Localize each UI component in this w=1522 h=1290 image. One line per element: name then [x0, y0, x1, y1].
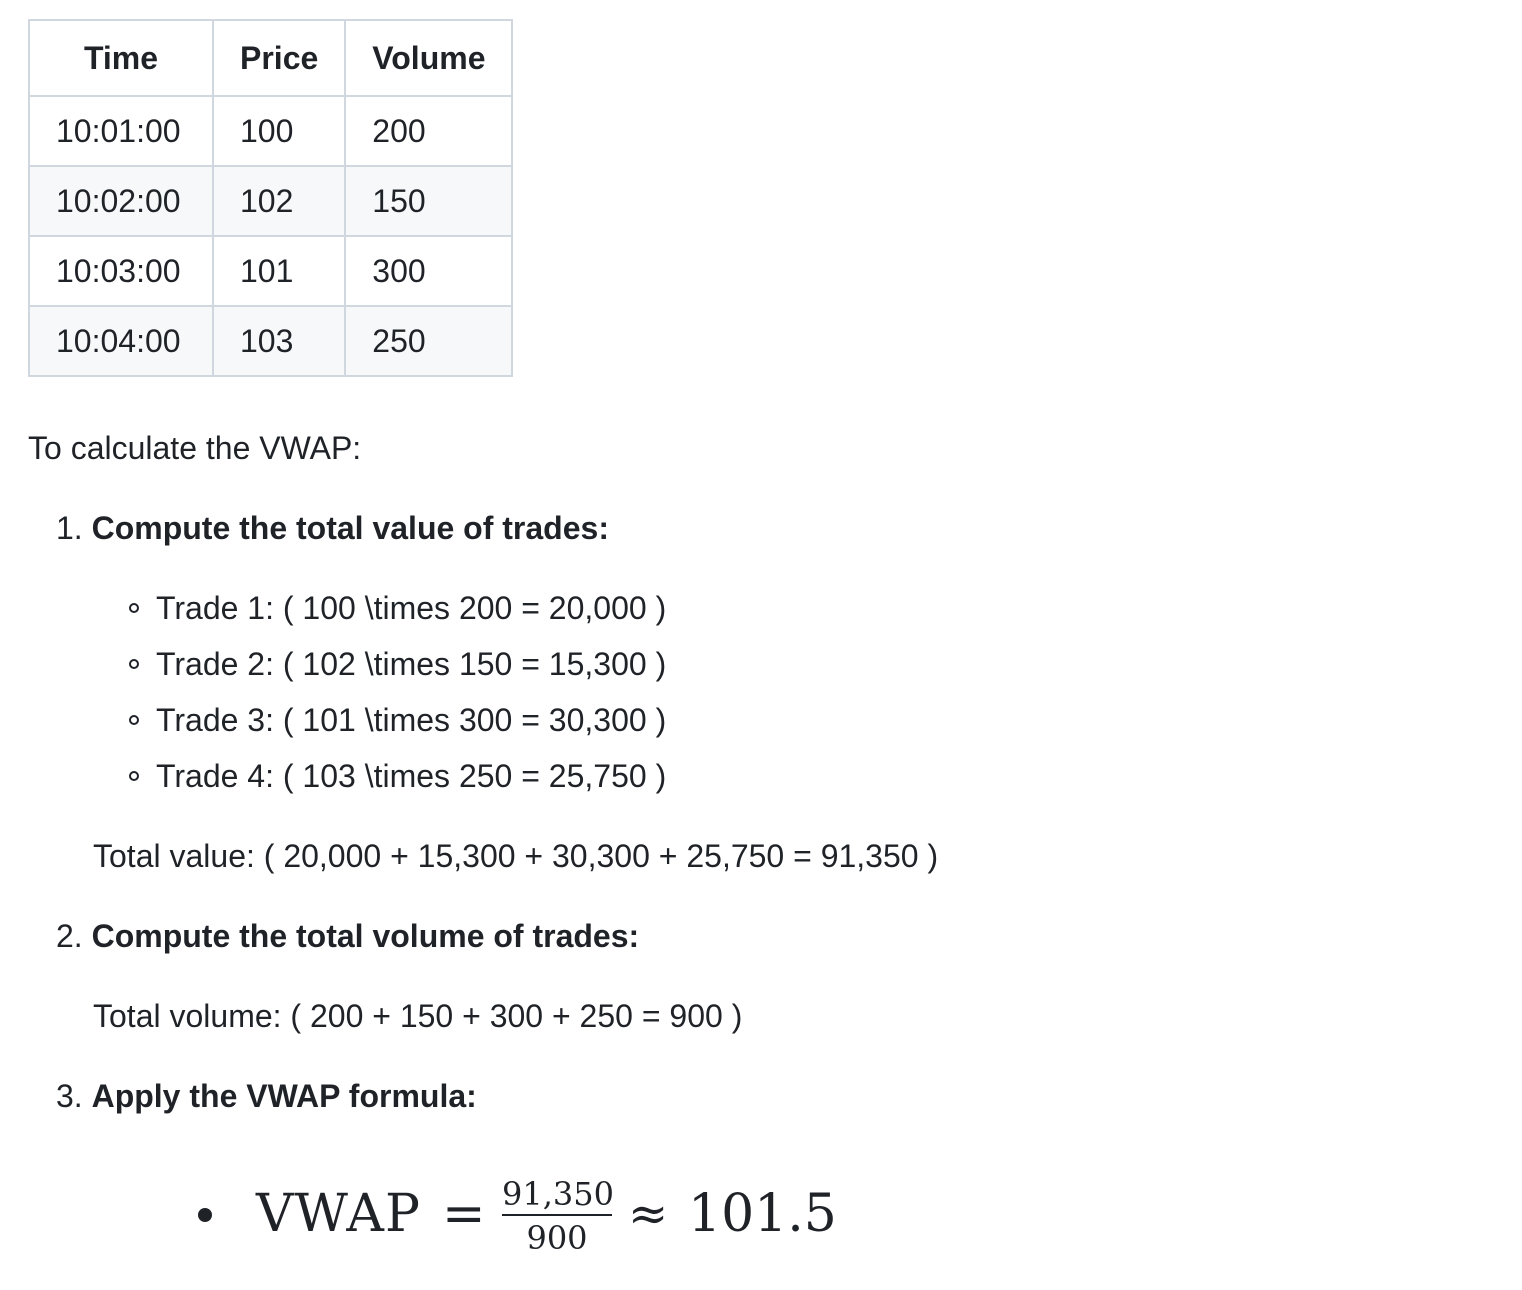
fraction-bar: [502, 1214, 612, 1216]
list-item: Trade 2: ( 102 \times 150 = 15,300 ): [156, 646, 667, 682]
step-number: 3.: [56, 1078, 83, 1114]
step-number: 1.: [56, 510, 83, 546]
step-title: Compute the total value of trades:: [91, 510, 609, 546]
table-cell-time: 10:03:00: [28, 235, 214, 307]
table-cell-volume: 250: [344, 305, 514, 377]
total-value-text: Total value: ( 20,000 + 15,300 + 30,300 …: [93, 838, 939, 874]
formula-result: 101.5: [688, 1184, 837, 1244]
formula-fraction: 91,350 900: [502, 1175, 614, 1257]
formula-lhs: VWAP: [256, 1184, 421, 1244]
column-header-volume: Volume: [344, 19, 514, 97]
step-3-heading: 3. Apply the VWAP formula:: [56, 1076, 477, 1116]
table-cell-volume: 200: [344, 95, 514, 167]
table-cell-time: 10:02:00: [28, 165, 214, 237]
table-header-row: Time Price Volume: [28, 19, 514, 97]
list-item: Trade 1: ( 100 \times 200 = 20,000 ): [156, 590, 667, 626]
list-item: Trade 4: ( 103 \times 250 = 25,750 ): [156, 758, 667, 794]
table-cell-price: 102: [211, 165, 347, 237]
hollow-bullet-icon: [129, 771, 139, 781]
table-cell-price: 100: [211, 95, 347, 167]
table-row: 10:01:00 100 200: [28, 95, 514, 167]
table-row: 10:03:00 101 300: [28, 235, 514, 307]
hollow-bullet-icon: [129, 659, 139, 669]
table-row: 10:04:00 103 250: [28, 305, 514, 377]
step-number: 2.: [56, 918, 83, 954]
column-header-price: Price: [211, 19, 347, 97]
hollow-bullet-icon: [129, 603, 139, 613]
table-cell-time: 10:04:00: [28, 305, 214, 377]
table-cell-volume: 300: [344, 235, 514, 307]
equals-sign: =: [442, 1184, 486, 1244]
intro-text: To calculate the VWAP:: [28, 430, 362, 466]
approx-sign: ≈: [628, 1186, 669, 1242]
hollow-bullet-icon: [129, 715, 139, 725]
table-cell-volume: 150: [344, 165, 514, 237]
table-cell-price: 101: [211, 235, 347, 307]
column-header-time: Time: [28, 19, 214, 97]
bullet-icon: [198, 1208, 212, 1222]
total-volume-text: Total volume: ( 200 + 150 + 300 + 250 = …: [93, 998, 743, 1034]
table-cell-time: 10:01:00: [28, 95, 214, 167]
fraction-denominator: 900: [526, 1219, 588, 1257]
fraction-numerator: 91,350: [502, 1175, 614, 1213]
step-1-heading: 1. Compute the total value of trades:: [56, 508, 609, 548]
table-cell-price: 103: [211, 305, 347, 377]
step-2-heading: 2. Compute the total volume of trades:: [56, 916, 639, 956]
step-title: Apply the VWAP formula:: [91, 1078, 477, 1114]
table-row: 10:02:00 102 150: [28, 165, 514, 237]
step-title: Compute the total volume of trades:: [91, 918, 640, 954]
list-item: Trade 3: ( 101 \times 300 = 30,300 ): [156, 702, 667, 738]
trade-table: Time Price Volume 10:01:00 100 200 10:02…: [28, 19, 514, 377]
